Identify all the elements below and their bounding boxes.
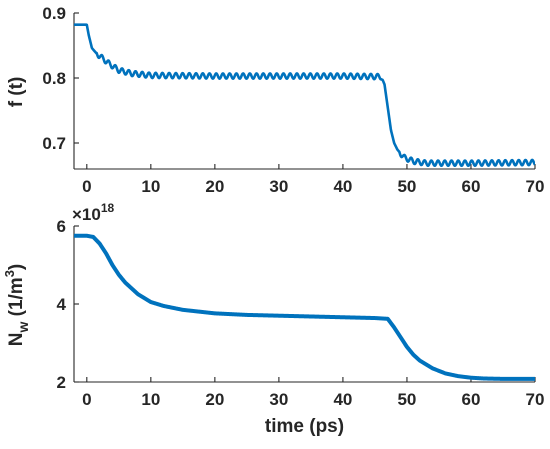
y-axis-label: Nw (1/m3) — [2, 264, 31, 347]
y-tick-label: 2 — [57, 373, 66, 392]
y-tick-label: 0.8 — [42, 69, 66, 88]
y-exponent-label: ×1018 — [72, 201, 115, 224]
y-axis-label: f (t) — [6, 77, 27, 108]
y-tick-label: 0.7 — [42, 134, 66, 153]
x-tick-label: 40 — [333, 177, 352, 196]
x-axis-label: time (ps) — [265, 416, 344, 437]
x-tick-label: 30 — [269, 390, 288, 409]
x-tick-label: 0 — [82, 390, 91, 409]
x-tick-label: 70 — [526, 390, 545, 409]
x-tick-label: 10 — [141, 390, 160, 409]
x-tick-label: 20 — [205, 390, 224, 409]
x-tick-label: 50 — [397, 390, 416, 409]
x-tick-label: 0 — [82, 177, 91, 196]
top-panel: 0 10 20 30 40 50 60 70 0.7 0.8 0.9 f (t) — [6, 4, 544, 196]
y-tick-label: 0.9 — [42, 4, 66, 23]
x-tick-label: 50 — [397, 177, 416, 196]
x-tick-label: 10 — [141, 177, 160, 196]
x-tick-label: 40 — [333, 390, 352, 409]
y-tick-label: 6 — [57, 217, 66, 236]
series-line — [74, 23, 535, 168]
x-tick-label: 30 — [269, 177, 288, 196]
bottom-panel: 0 10 20 30 40 50 60 70 2 4 6 ×1018 Nw (1/m3) time (ps… — [2, 201, 544, 437]
x-tick-label: 20 — [205, 177, 224, 196]
x-tick-label: 60 — [462, 177, 481, 196]
series-line — [74, 233, 535, 381]
x-tick-label: 60 — [462, 390, 481, 409]
x-tick-label: 70 — [526, 177, 545, 196]
y-tick-label: 4 — [57, 295, 67, 314]
